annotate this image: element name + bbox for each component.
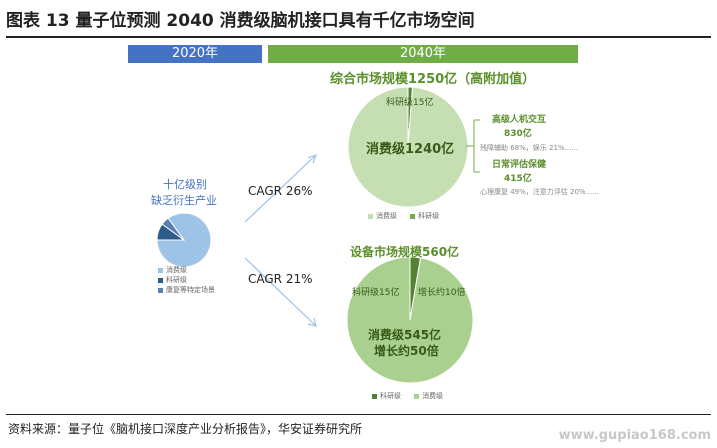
- pie-slice-1: [346, 256, 474, 384]
- bottom-pie-growth-big: 增长约50倍: [374, 344, 439, 358]
- annotation-a-title: 高级人机交互: [492, 115, 547, 125]
- bottom-pie: [346, 256, 474, 384]
- bottom-legend-item: 科研级: [372, 392, 401, 400]
- bottom-pie-legend: 科研级 消费级: [372, 383, 443, 402]
- top-pie-consumer-label: 消费级1240亿: [366, 142, 455, 157]
- bottom-pie-growth-small: 增长约10倍: [418, 288, 466, 298]
- top-pie-title: 综合市场规模1250亿（高附加值）: [330, 72, 536, 87]
- cagr-arrow-top: [244, 153, 318, 223]
- left-label-1: 十亿级别: [163, 178, 207, 191]
- annotation-brace: [466, 119, 480, 173]
- top-pie-legend: 消费级 科研级: [368, 203, 439, 222]
- left-legend: 消费级 科研级 康复等特定场景: [158, 265, 215, 295]
- annotation-b-value: 415亿: [504, 174, 532, 184]
- header-2040: 2040年: [268, 45, 578, 63]
- watermark: www.gupiao168.com: [558, 428, 711, 443]
- bottom-legend-item: 消费级: [414, 392, 443, 400]
- pie-slice-2: [161, 217, 185, 241]
- left-legend-item: 康复等特定场景: [158, 285, 215, 295]
- pie-slice-1: [347, 86, 469, 208]
- bottom-pie-title: 设备市场规模560亿: [350, 245, 460, 259]
- footer-rule: [6, 414, 711, 415]
- left-legend-item: 消费级: [158, 265, 215, 275]
- top-legend-item: 科研级: [410, 212, 439, 220]
- figure-title: 图表 13 量子位预测 2040 消费级脑机接口具有千亿市场空间: [6, 11, 475, 31]
- annotation-b-title: 日常评估保健: [492, 160, 547, 170]
- annotation-b-detail: 心理康复 49%，注意力评估 20%......: [480, 188, 599, 196]
- left-pie: [156, 212, 212, 268]
- bottom-pie-research-label: 科研级15亿: [352, 288, 400, 298]
- top-legend-item: 消费级: [368, 212, 397, 220]
- cagr-bottom: CAGR 21%: [248, 272, 313, 286]
- source-note: 资料来源：量子位《脑机接口深度产业分析报告》，华安证券研究所: [8, 422, 363, 436]
- top-pie-research-label: 科研级15亿: [386, 98, 434, 108]
- annotation-a-value: 830亿: [504, 129, 532, 139]
- left-legend-item: 科研级: [158, 275, 215, 285]
- header-2020: 2020年: [128, 45, 262, 63]
- cagr-arrow-bottom: [244, 257, 317, 327]
- top-pie: [347, 86, 469, 208]
- bottom-pie-consumer-label: 消费级545亿: [368, 328, 442, 342]
- annotation-a-detail: 残障辅助 68%，娱乐 21%......: [480, 144, 578, 152]
- title-rule: [6, 36, 711, 38]
- left-label-2: 缺乏衍生产业: [151, 194, 217, 207]
- cagr-top: CAGR 26%: [248, 184, 313, 198]
